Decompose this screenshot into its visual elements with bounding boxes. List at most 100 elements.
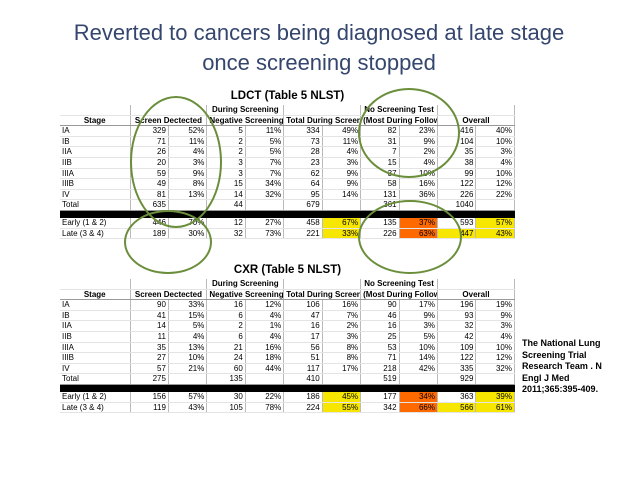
ldct-summary-rows: Early (1 & 2) 446 70% 12 27% 458 67% 135 37% 593 5… [60,217,515,240]
table-cell: 4% [475,157,515,169]
table-cell: 3% [322,331,362,343]
table-cell: 56 [283,342,323,354]
table-cell: 36% [399,189,439,201]
stage-label: Early (1 & 2) [60,391,131,403]
table-cell: 679 [283,199,323,211]
table-row: IB 71 11% 2 5% 73 11% 31 9% 104 10% [60,136,515,148]
table-cell: 39% [475,391,515,403]
table-cell: 14 [206,189,246,201]
group-header-row: During Screening No Screening Test [60,105,515,116]
cxr-rows: IA 90 33% 16 12% 106 16% 90 17% 196 19% IB 41 15% 6 4% 4… [60,299,515,375]
group-header-during: During Screening [206,279,285,290]
table-cell: 4% [245,310,285,322]
table-cell: 4% [168,331,208,343]
table-cell: 93 [437,310,477,322]
table-cell: 10% [399,168,439,180]
table-cell: 27 [130,352,169,364]
header-overall: Overall [437,289,515,301]
table-cell: 2 [206,136,246,148]
table-cell: 566 [437,402,477,414]
table-cell: 99 [437,168,477,180]
table-cell: 31 [360,136,400,148]
table-cell: 71 [130,136,169,148]
table-cell: 21% [168,363,208,375]
table-cell: 73% [245,228,285,240]
table-cell: 4% [322,146,362,158]
table-cell: 40% [475,125,515,137]
table-cell: 117 [283,363,323,375]
stage-label: IIIB [60,352,131,364]
ldct-summary-table: Early (1 & 2) 446 70% 12 27% 458 67% 135 37% 593 5… [60,217,515,240]
table-cell: 12% [475,178,515,190]
table-cell: 10% [475,342,515,354]
table-cell: 275 [130,373,169,385]
table-cell: 122 [437,352,477,364]
table-cell: 38 [437,157,477,169]
table-cell: 9% [399,310,439,322]
header-stage: Stage [60,115,131,127]
table-cell: 23 [283,157,323,169]
table-cell: 25 [360,331,400,343]
table-cell: 30% [168,228,208,240]
table-row: IIIA 35 13% 21 16% 56 8% 53 10% 109 10% [60,342,515,354]
table-row: IIIB 27 10% 24 18% 51 8% 71 14% 122 12% [60,352,515,364]
table-cell: 5% [245,146,285,158]
summary-row: Early (1 & 2) 156 57% 30 22% 186 45% 177 34% 363 3… [60,391,515,403]
table-cell: 9% [322,168,362,180]
table-cell: 17% [322,363,362,375]
table-cell: 361 [360,199,400,211]
header-overall: Overall [437,115,515,127]
stage-label: IIB [60,331,131,343]
stage-label: Late (3 & 4) [60,228,131,240]
table-cell: 67% [322,217,362,229]
table-cell: 90 [130,299,169,311]
table-cell: 43% [168,402,208,414]
table-cell: 47 [283,310,323,322]
stage-label: IIA [60,146,131,158]
stage-label: IIIA [60,342,131,354]
stage-label: IIB [60,157,131,169]
table-cell: 33% [168,299,208,311]
table-cell: 8% [322,352,362,364]
table-cell: 66% [399,402,439,414]
table-cell: 3 [206,168,246,180]
table-cell: 334 [283,125,323,137]
table-cell: 104 [437,136,477,148]
table-cell: 51 [283,352,323,364]
table-cell [475,199,515,211]
table-cell: 2% [399,146,439,158]
table-cell: 42% [399,363,439,375]
ldct-rows: IA 329 52% 5 11% 334 49% 82 23% 416 40% IB 71 11% 2 5% 7… [60,125,515,201]
table-cell: 59 [130,168,169,180]
table-cell: 35 [130,342,169,354]
table-cell: 410 [283,373,323,385]
table-cell: 95 [283,189,323,201]
table-cell: 122 [437,178,477,190]
table-cell: 119 [130,402,169,414]
cxr-table-panel: CXR (Table 5 NLST) During Screening No S… [60,262,515,414]
table-row: IA 329 52% 5 11% 334 49% 82 23% 416 40% [60,125,515,137]
table-cell: 109 [437,342,477,354]
table-cell: 9% [399,136,439,148]
stage-label: IV [60,363,131,375]
total-row: Total 275 135 410 519 929 [60,373,515,385]
table-cell: 5% [399,331,439,343]
header-screen-detected: Screen Dectected [130,115,208,127]
ldct-table: During Screening No Screening Test Stage… [60,105,515,211]
table-cell: 3 [206,157,246,169]
total-row: Total 635 44 679 361 1040 [60,199,515,211]
stage-label: Total [60,199,131,211]
table-row: IIB 11 4% 6 4% 17 3% 25 5% 42 4% [60,331,515,343]
table-cell: 135 [206,373,246,385]
table-cell: 33% [322,228,362,240]
table-cell: 20 [130,157,169,169]
table-cell [399,199,439,211]
slide-title-line-2: once screening stopped [202,50,436,75]
group-header-row: During Screening No Screening Test [60,279,515,290]
table-cell: 458 [283,217,323,229]
table-row: IA 90 33% 16 12% 106 16% 90 17% 196 19% [60,299,515,311]
table-cell: 57% [168,391,208,403]
group-header-no-screening: No Screening Test [360,279,438,290]
table-cell: 42 [437,331,477,343]
table-cell: 12% [475,352,515,364]
